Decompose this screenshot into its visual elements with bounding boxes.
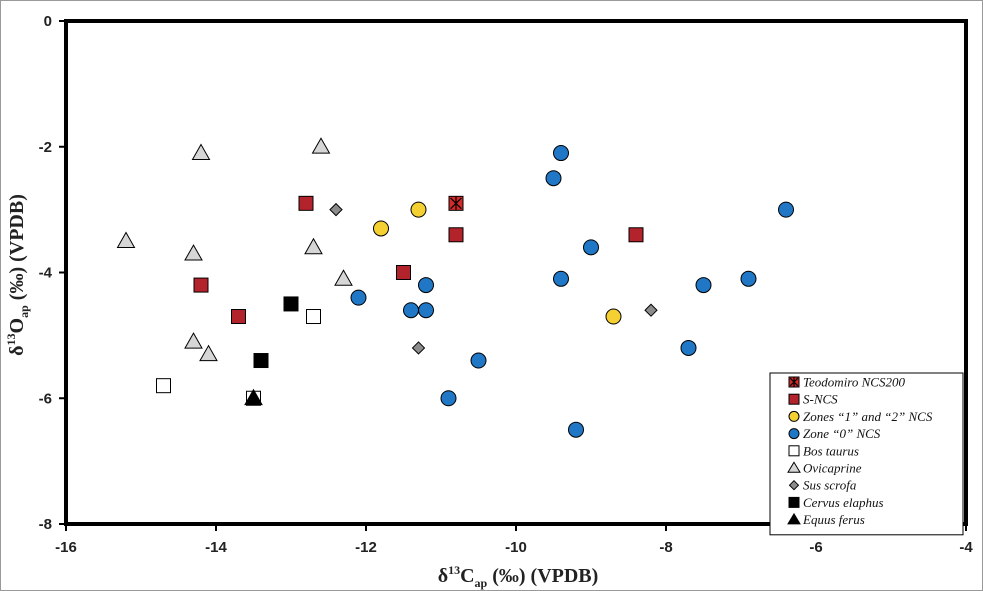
data-point (304, 237, 323, 255)
data-point (553, 270, 569, 287)
data-point (231, 309, 246, 325)
x-tick-label: -4 (959, 539, 973, 556)
data-point (583, 239, 599, 256)
y-axis-title-element: O (6, 318, 28, 334)
data-point (403, 302, 419, 319)
data-point (184, 332, 203, 349)
legend-marker (788, 410, 800, 422)
data-point (644, 303, 658, 317)
legend-item: Equus ferus (787, 512, 865, 527)
data-point (298, 195, 314, 211)
legend-item: Sus scrofa (788, 478, 857, 493)
data-point (418, 302, 434, 319)
legend-item: Ovicaprine (787, 461, 862, 476)
y-tick-label: 0 (44, 13, 52, 30)
legend-label: Bos taurus (803, 443, 859, 458)
data-point (695, 277, 712, 294)
data-point (329, 202, 343, 217)
legend-marker (788, 445, 800, 457)
axis-ticks: -16 -14 -12 -10 -8 -6 -4 0 -2 -4 -6 -8 (39, 13, 974, 556)
x-axis-title-delta: δ (438, 565, 448, 587)
legend-item: Bos taurus (788, 443, 859, 458)
data-point (334, 269, 353, 286)
legend-marker (787, 512, 801, 525)
data-point (193, 277, 209, 293)
data-point (440, 390, 457, 407)
data-point (199, 344, 218, 362)
plot-area-border (64, 19, 968, 526)
data-point (116, 231, 136, 248)
y-axis-title-delta: δ (6, 345, 28, 355)
legend-item: Cervus elaphus (788, 495, 884, 510)
y-axis-title-unit: (‰) (VPDB) (6, 194, 28, 305)
legend-label: Sus scrofa (803, 478, 857, 493)
y-tick-label: -8 (39, 516, 52, 533)
legend-marker (788, 479, 800, 491)
legend-marker (787, 461, 801, 473)
data-point (628, 227, 644, 243)
x-tick-label: -12 (355, 539, 377, 556)
data-point (191, 143, 211, 160)
data-point (253, 353, 269, 369)
legend-items: Teodomiro NCS200 S-NCS Zones “1” and “2” N… (787, 375, 933, 527)
data-point (418, 277, 434, 294)
data-point (283, 296, 299, 312)
x-tick-label: -16 (55, 539, 77, 556)
data-point (244, 388, 263, 406)
x-axis-title-subscript: ap (475, 576, 488, 590)
legend-label: Zones “1” and “2” NCS (803, 409, 933, 424)
data-point (306, 309, 321, 325)
y-tick-label: -4 (39, 265, 53, 282)
data-point (448, 195, 464, 211)
legend-label: S-NCS (803, 392, 838, 407)
data-point (184, 244, 203, 261)
legend-label: Teodomiro NCS200 (803, 375, 905, 390)
legend-item: Zones “1” and “2” NCS (788, 409, 933, 424)
data-point (545, 170, 562, 187)
y-tick-label: -6 (39, 390, 52, 407)
data-point (605, 308, 622, 325)
legend-marker (788, 376, 800, 388)
legend-label: Cervus elaphus (803, 495, 884, 510)
x-axis-title-isotope: 13 (448, 563, 460, 577)
data-point (448, 227, 464, 243)
data-point (373, 220, 389, 237)
legend-label: Equus ferus (802, 512, 865, 527)
legend-item: Teodomiro NCS200 (788, 375, 905, 390)
y-axis-title-subscript: ap (17, 305, 31, 318)
data-point (311, 137, 331, 154)
x-tick-label: -10 (505, 539, 527, 556)
data-point (396, 265, 411, 280)
x-axis-title-unit: (‰) (VPDB) (487, 565, 598, 587)
x-tick-label: -14 (205, 539, 227, 556)
data-point (156, 378, 171, 394)
data-point (553, 145, 569, 162)
legend-marker (788, 393, 800, 405)
data-point (568, 421, 584, 438)
x-tick-label: -8 (659, 539, 672, 556)
legend: Teodomiro NCS200 S-NCS Zones “1” and “2” N… (769, 372, 964, 536)
x-tick-label: -6 (809, 539, 822, 556)
legend-marker (788, 428, 800, 440)
legend-box (769, 372, 964, 536)
legend-label: Zone “0” NCS (803, 426, 881, 441)
y-axis-title: δ13Oap (‰) (VPDB) (4, 194, 31, 356)
legend-item: S-NCS (788, 392, 838, 407)
x-axis-title: δ13Cap (‰) (VPDB) (438, 563, 599, 590)
data-point (410, 201, 427, 218)
data-point (470, 352, 487, 369)
y-tick-label: -2 (39, 139, 52, 156)
data-point (680, 339, 697, 356)
data-point (411, 341, 426, 355)
data-points (116, 137, 794, 438)
legend-item: Zone “0” NCS (788, 426, 881, 441)
data-point (350, 289, 367, 306)
x-axis-title-element: C (460, 565, 474, 587)
legend-marker (788, 496, 800, 508)
y-axis-title-isotope: 13 (4, 333, 18, 345)
legend-label: Ovicaprine (803, 461, 862, 476)
data-point (740, 270, 757, 287)
data-point (778, 201, 794, 218)
